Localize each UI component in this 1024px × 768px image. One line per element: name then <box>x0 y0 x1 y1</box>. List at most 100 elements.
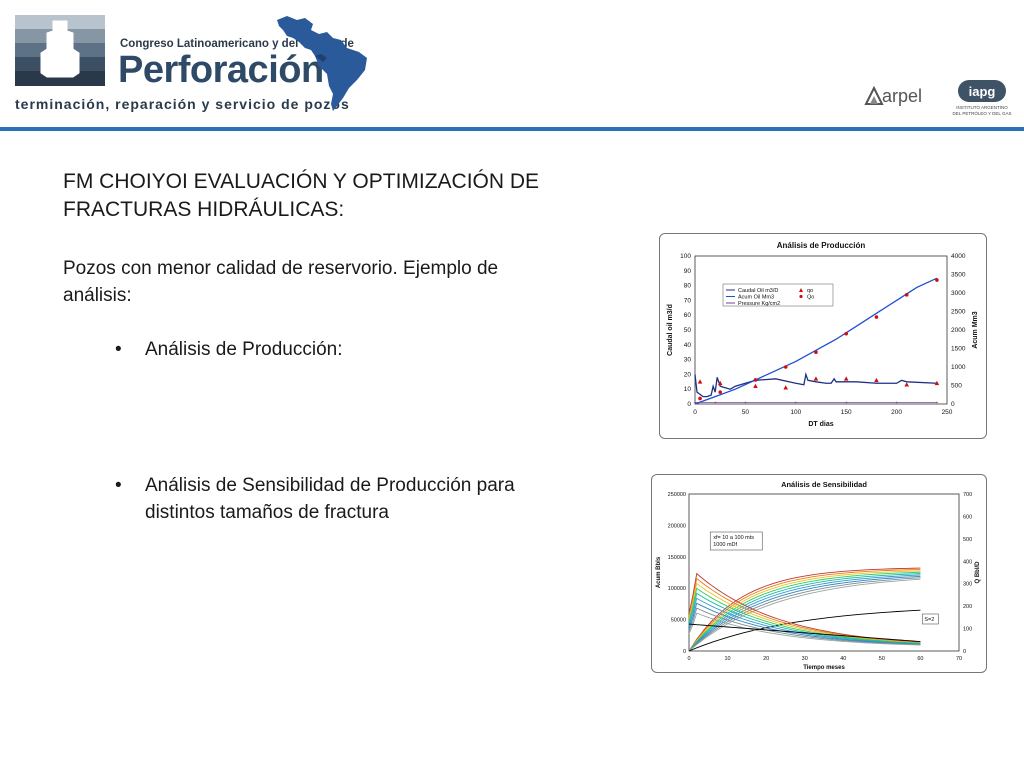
latin-america-map-icon <box>277 16 367 111</box>
y2-tick-label: 500 <box>951 383 962 390</box>
production-chart: Análisis de Producción 0 50 100 150 200 250 0 10… <box>659 233 987 439</box>
annotation-s: S=2 <box>924 617 934 623</box>
x-tick-label: 10 <box>725 656 731 662</box>
y-tick-label: 60 <box>684 312 692 319</box>
Qo-point <box>698 396 702 401</box>
cumulative-curve <box>688 570 921 652</box>
iapg-sub2: DEL PETRÓLEO Y DEL GAS <box>952 110 1011 116</box>
qo-point <box>813 376 819 381</box>
iapg-logo: iapg INSTITUTO ARGENTINO DEL PETRÓLEO Y … <box>952 80 1012 116</box>
legend-entry: Pressure Kg/cm2 <box>738 301 780 307</box>
pressure-marker: + <box>744 401 747 407</box>
plot-area <box>688 493 960 652</box>
x-tick-label: 70 <box>956 656 962 662</box>
bullet-sensibilidad-text: Análisis de Sensibilidad de Producción p… <box>145 475 515 523</box>
annotation-box <box>709 531 763 551</box>
iapg-sub1: INSTITUTO ARGENTINO <box>956 105 1008 110</box>
annotation-mdf: 1000 mDf <box>713 542 737 548</box>
bullet-produccion: • Análisis de Producción: <box>115 336 575 366</box>
rate-curve <box>688 623 921 643</box>
plot-area <box>694 255 948 405</box>
rate-curve <box>688 582 921 644</box>
legend-entry: Caudal Oil m3/D <box>738 288 778 294</box>
Qo-point <box>874 315 879 319</box>
y2-tick-label: 100 <box>963 627 972 633</box>
x-tick-label: 60 <box>917 656 923 662</box>
rate-curve <box>688 597 921 645</box>
y-axis-label: Acum Bbls <box>656 556 662 588</box>
y-tick-label: 40 <box>684 342 692 349</box>
x-tick-label: 40 <box>840 656 846 662</box>
y2-tick-label: 300 <box>963 582 972 588</box>
y-tick-label: 250000 <box>668 492 686 498</box>
cumulative-curve <box>688 609 921 652</box>
y-tick-label: 10 <box>684 386 692 393</box>
pressure-marker: + <box>714 401 717 407</box>
y2-tick-label: 400 <box>963 559 972 565</box>
x-tick-label: 50 <box>879 656 885 662</box>
bullet-produccion-text: Análisis de Producción: <box>145 339 343 360</box>
x-tick-label: 150 <box>841 409 852 416</box>
qo-point <box>783 385 789 390</box>
drilling-rig-logo <box>15 15 105 86</box>
cumulative-curve <box>688 574 921 652</box>
slide-intro: Pozos con menor calidad de reservorio. E… <box>63 258 499 306</box>
pressure-marker: + <box>845 401 848 407</box>
qo-point <box>874 377 879 383</box>
arpel-label: arpel <box>882 86 922 106</box>
qo-point <box>697 379 703 384</box>
bullet-marker: • <box>115 339 122 360</box>
y2-tick-label: 4000 <box>951 253 966 260</box>
tagline: terminación, reparación y servicio de po… <box>15 96 350 112</box>
rate-curve <box>688 607 921 646</box>
cumulative-curve <box>688 573 921 652</box>
annotation-xf: xf= 10 a 100 mts <box>713 535 754 541</box>
rate-curve <box>688 612 921 646</box>
chart-title: Análisis de Producción <box>777 241 866 250</box>
x-tick-label: 0 <box>687 656 690 662</box>
iapg-label: iapg <box>969 84 996 99</box>
y-tick-label: 70 <box>684 297 692 304</box>
Qo-point <box>935 278 939 282</box>
cumulative-curve <box>688 577 921 652</box>
y-tick-label: 150000 <box>668 555 686 561</box>
x-tick-label: 100 <box>790 409 801 416</box>
qo-point <box>843 376 849 381</box>
y2-tick-label: 2000 <box>951 327 966 334</box>
y-tick-label: 100000 <box>668 586 686 592</box>
y2-tick-label: 600 <box>963 514 972 520</box>
header-divider <box>0 127 1024 131</box>
y2-tick-label: 700 <box>963 492 972 498</box>
qo-point <box>717 380 723 386</box>
y-tick-label: 80 <box>684 283 692 290</box>
cumulative-curve <box>688 569 921 652</box>
brand-title: Perforación <box>118 49 324 91</box>
y2-tick-label: 0 <box>963 649 966 655</box>
y-tick-label: 90 <box>684 268 692 275</box>
y2-tick-label: 2500 <box>951 309 966 316</box>
x-tick-label: 20 <box>763 656 769 662</box>
header: Congreso Latinoamericano y del Caribe de… <box>0 0 1024 128</box>
Qo-point <box>904 293 909 297</box>
x-axis-label: Tiempo meses <box>803 665 845 671</box>
bullet-sensibilidad: • Análisis de Sensibilidad de Producción… <box>115 472 575 532</box>
rate-curve <box>688 592 921 645</box>
x-tick-label: 30 <box>802 656 808 662</box>
legend-swatch-qo <box>799 288 803 292</box>
y-tick-label: 0 <box>687 401 691 408</box>
series-acum-oil-line <box>694 277 938 405</box>
y-tick-label: 200000 <box>668 523 686 529</box>
y2-axis-label: Acum Mm3 <box>972 311 979 348</box>
annotation-s-box <box>922 613 939 625</box>
y2-tick-label: 500 <box>963 537 972 543</box>
pressure-marker: + <box>794 401 797 407</box>
y2-tick-label: 0 <box>951 401 955 408</box>
sensitivity-chart: Análisis de Sensibilidad 0 10 20 30 40 50 60 70 0… <box>651 474 987 673</box>
y2-tick-label: 1000 <box>951 364 966 371</box>
y2-tick-label: 200 <box>963 604 972 610</box>
x-axis-label: DT dias <box>808 421 833 428</box>
pressure-marker: + <box>935 401 938 407</box>
y2-tick-label: 1500 <box>951 346 966 353</box>
y-tick-label: 50000 <box>671 618 686 624</box>
